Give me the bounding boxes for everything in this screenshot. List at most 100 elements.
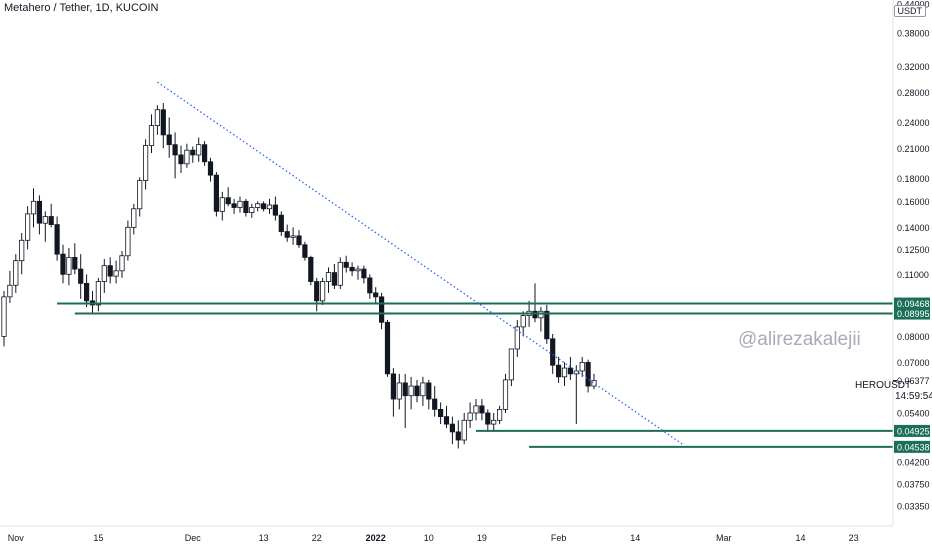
candle	[361, 265, 367, 284]
time-tick-label: Feb	[551, 533, 567, 543]
candle-body	[491, 419, 497, 425]
candle	[213, 171, 219, 217]
candle	[119, 250, 125, 278]
candle-body	[378, 296, 385, 323]
candle	[72, 243, 78, 275]
candle-body	[48, 216, 54, 225]
candle-body	[561, 367, 568, 378]
candle-body	[190, 149, 196, 156]
candle-body	[13, 260, 19, 286]
candle-body	[84, 282, 90, 302]
candle	[432, 386, 438, 417]
candle-body	[30, 200, 37, 215]
candle-body	[60, 253, 66, 275]
candle	[178, 145, 184, 174]
candle	[225, 187, 231, 207]
candle	[396, 373, 402, 410]
price-tick-label: 0.21000	[897, 144, 930, 154]
time-tick-label: 15	[93, 533, 103, 543]
candle	[455, 420, 461, 449]
level-label-text: 0.04538	[897, 442, 930, 452]
candle	[272, 196, 279, 221]
candle-body	[538, 310, 544, 319]
currency-label[interactable]: USDT	[893, 5, 926, 17]
price-tick-label: 0.44000	[897, 0, 930, 10]
price-tick-label: 0.14000	[897, 223, 930, 233]
chart-title: Metahero / Tether, 1D, KUCOIN	[4, 2, 159, 14]
candle-body	[314, 281, 320, 302]
candle	[585, 359, 591, 393]
candle	[154, 105, 160, 135]
candle	[42, 211, 48, 242]
candle-body	[290, 235, 296, 238]
price-tick-label: 0.08000	[897, 332, 930, 342]
candle-body	[461, 419, 467, 441]
candle	[449, 416, 456, 445]
price-axis[interactable]: 0.44000 0.38000 0.32000 0.28000 0.24000 0.210…	[893, 0, 930, 512]
candle-body	[119, 255, 125, 272]
candle-body	[355, 268, 361, 272]
candle	[137, 177, 143, 217]
candle	[514, 320, 520, 357]
candle	[508, 348, 515, 387]
levels-layer	[57, 302, 893, 448]
candle	[556, 356, 562, 383]
candle	[196, 137, 202, 162]
time-tick-label: 2022	[366, 533, 386, 543]
candle	[172, 132, 178, 179]
candle	[13, 254, 19, 293]
time-tick-label: 14	[795, 533, 805, 543]
watermark-text: @alirezakalejii	[738, 329, 861, 350]
candle-body	[420, 382, 426, 397]
candle-body	[567, 367, 574, 375]
price-tick-label: 0.28000	[897, 88, 930, 98]
candle	[19, 232, 25, 275]
candle	[184, 143, 190, 168]
candle-body	[113, 270, 119, 277]
candle-body	[349, 266, 355, 272]
candle	[66, 247, 72, 286]
candle	[296, 230, 302, 248]
candle	[48, 203, 54, 228]
price-tick-label: 0.07000	[897, 358, 930, 368]
candle-body	[255, 203, 261, 208]
price-tick-label: 0.12500	[897, 245, 930, 255]
candle	[343, 255, 349, 273]
candle	[84, 274, 90, 308]
candle	[337, 257, 343, 290]
candle	[325, 267, 332, 293]
candle-body	[432, 398, 438, 410]
candle-body	[72, 256, 78, 270]
candle-body	[414, 385, 420, 397]
candle	[414, 379, 420, 403]
candle-body	[508, 348, 515, 381]
candle	[550, 333, 556, 374]
time-axis[interactable]: Nov 15 Dec 13 22 2022 10 19 Feb 14 Mar 14 23	[8, 533, 859, 543]
candle	[467, 402, 473, 428]
candle-body	[219, 197, 225, 212]
candle	[384, 320, 391, 377]
candle-body	[184, 149, 190, 165]
symbol-label: HEROUSDT	[855, 380, 912, 391]
candle-body	[449, 423, 456, 433]
candle-body	[426, 382, 432, 400]
candle-body	[284, 231, 290, 238]
candle	[491, 412, 497, 432]
candle	[402, 373, 408, 428]
candle-body	[24, 213, 31, 241]
candle	[7, 270, 13, 303]
level-label-box	[894, 297, 930, 310]
level-price-label: 0.04925	[894, 424, 930, 437]
candle	[485, 409, 491, 432]
candle	[36, 195, 43, 235]
price-tick-label: 0.04200	[897, 457, 930, 467]
candle-body	[249, 207, 255, 214]
candle	[373, 287, 379, 303]
time-tick-label: 14	[630, 533, 640, 543]
trendline[interactable]	[157, 81, 683, 445]
level-label-text: 0.09468	[897, 299, 930, 309]
candle-body	[154, 109, 160, 126]
candle-body	[125, 226, 131, 257]
candle-body	[296, 235, 302, 246]
